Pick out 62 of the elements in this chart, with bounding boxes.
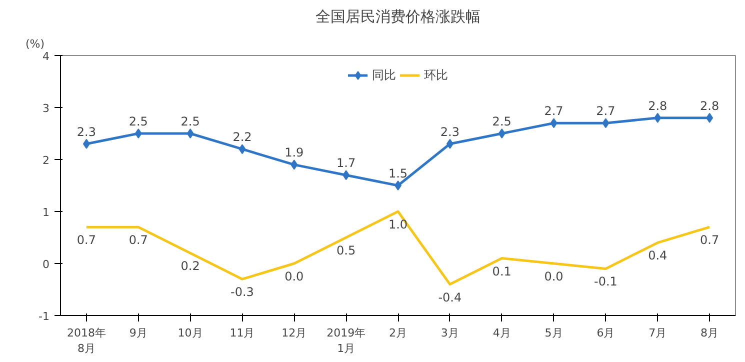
data-label: 0.7 (700, 233, 720, 248)
point (342, 170, 350, 180)
point (446, 138, 454, 149)
x-tick-label: 10月 (178, 326, 203, 340)
data-label: -0.3 (230, 285, 254, 300)
data-label: 0.7 (128, 233, 148, 248)
point (82, 138, 90, 149)
data-label: -0.4 (438, 290, 462, 304)
data-label: 2.3 (76, 124, 96, 139)
point (550, 118, 558, 128)
data-label: 1.5 (388, 166, 408, 180)
y-tick-label: -1 (38, 310, 50, 323)
data-label: 0.5 (336, 244, 356, 258)
data-label: 2.7 (544, 104, 564, 118)
point (654, 112, 662, 123)
point (602, 118, 610, 128)
data-label: 0.2 (180, 259, 200, 274)
point (290, 160, 298, 170)
y-tick-label: 1 (42, 206, 50, 219)
data-label: 0.4 (648, 248, 668, 263)
y-tick-label: 2 (42, 154, 50, 167)
x-tick-label: 4月 (492, 326, 511, 340)
x-tick-label: 2018年 8月 (66, 326, 106, 356)
data-label: 1.9 (284, 146, 304, 160)
data-label: 0.0 (544, 270, 564, 284)
point (238, 144, 246, 154)
data-label: 2.7 (596, 104, 616, 118)
x-tick-label: 11月 (230, 326, 255, 340)
x-tick-label: 6月 (596, 326, 615, 340)
data-label: 0.7 (76, 233, 96, 248)
y-axis-title: (%) (26, 38, 45, 50)
data-label: 2.5 (492, 114, 512, 128)
x-tick-label: 8月 (700, 326, 719, 340)
x-tick-label: 2月 (389, 326, 407, 340)
legend-label: 同比 (372, 66, 396, 84)
data-label: 2.3 (440, 124, 460, 139)
y-tick-label: 4 (42, 50, 50, 63)
x-tick-label: 9月 (129, 326, 148, 340)
point (394, 180, 402, 190)
point (706, 112, 714, 123)
data-label: 1.7 (336, 156, 356, 170)
data-label: 2.8 (700, 98, 720, 113)
data-label: 0.0 (284, 270, 304, 284)
x-tick-label: 7月 (648, 326, 667, 340)
x-tick-label: 12月 (282, 326, 307, 340)
y-tick-label: 3 (42, 102, 50, 115)
x-tick-label: 2019年 1月 (326, 326, 366, 356)
data-label: -0.1 (594, 274, 618, 289)
chart-title: 全国居民消费价格涨跌幅 (316, 8, 480, 26)
point (134, 128, 142, 138)
data-label: 2.2 (232, 130, 252, 144)
legend-label: 环比 (424, 66, 448, 84)
y-tick-label: 0 (42, 258, 50, 271)
data-label: 2.5 (180, 114, 200, 128)
data-label: 0.1 (492, 264, 512, 278)
point (186, 128, 194, 138)
point (498, 128, 506, 138)
data-label: 1.0 (388, 218, 408, 232)
data-label: 2.8 (648, 98, 668, 113)
x-tick-label: 5月 (544, 326, 563, 340)
x-tick-label: 3月 (440, 326, 459, 340)
data-label: 2.5 (128, 114, 148, 128)
